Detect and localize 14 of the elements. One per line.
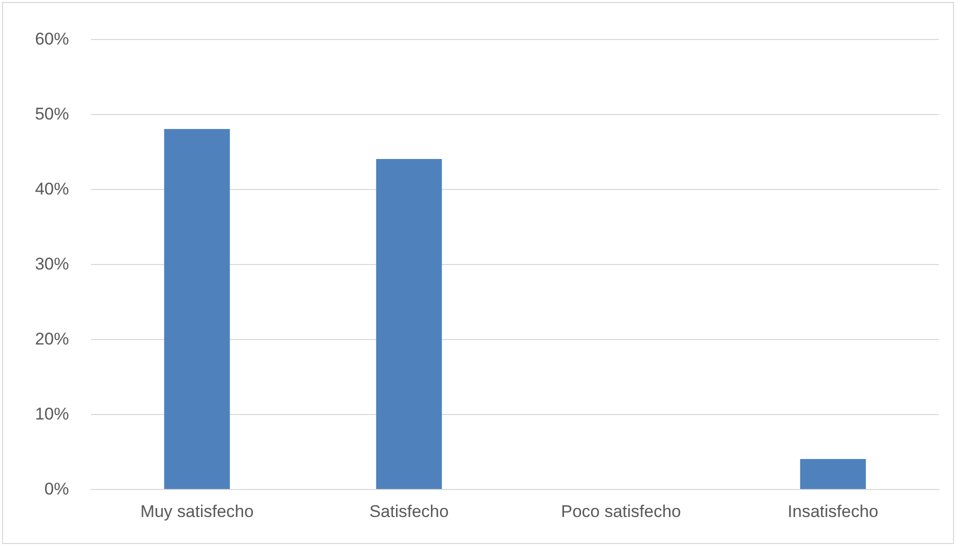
y-tick-label: 40% [34,180,69,198]
x-tick-label: Muy satisfecho [140,502,254,521]
bar [800,459,866,489]
bar [376,159,442,489]
y-tick-label: 0% [44,480,69,498]
y-tick-label: 50% [34,104,69,124]
y-tick-label: 10% [34,404,69,424]
y-tick-label: 30% [34,254,69,274]
x-tick-label: Insatisfecho [788,502,878,521]
x-tick-label: Satisfecho [369,502,449,521]
bar [164,129,230,489]
x-tick-label: Poco satisfecho [560,502,682,521]
y-tick-label: 20% [34,330,69,348]
y-tick-label: 60% [34,30,69,48]
